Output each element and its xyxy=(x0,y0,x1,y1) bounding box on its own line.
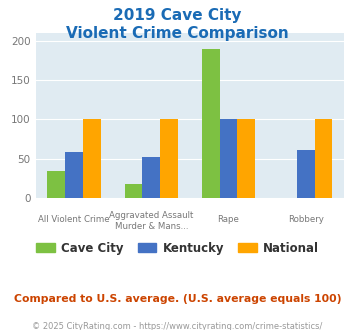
Legend: Cave City, Kentucky, National: Cave City, Kentucky, National xyxy=(32,237,323,259)
Text: Robbery: Robbery xyxy=(288,215,324,224)
Text: Rape: Rape xyxy=(218,215,240,224)
Text: Murder & Mans...: Murder & Mans... xyxy=(115,221,188,231)
Bar xyxy=(237,119,255,198)
Text: Violent Crime Comparison: Violent Crime Comparison xyxy=(66,26,289,41)
Bar xyxy=(297,150,315,198)
Bar xyxy=(65,152,83,198)
Text: 2019 Cave City: 2019 Cave City xyxy=(113,8,242,23)
Bar xyxy=(142,157,160,198)
Bar xyxy=(220,119,237,198)
Text: Compared to U.S. average. (U.S. average equals 100): Compared to U.S. average. (U.S. average … xyxy=(14,294,341,304)
Bar xyxy=(125,184,142,198)
Bar xyxy=(202,49,220,198)
Bar xyxy=(315,119,332,198)
Text: © 2025 CityRating.com - https://www.cityrating.com/crime-statistics/: © 2025 CityRating.com - https://www.city… xyxy=(32,322,323,330)
Text: Aggravated Assault: Aggravated Assault xyxy=(109,211,193,220)
Text: All Violent Crime: All Violent Crime xyxy=(38,215,110,224)
Bar xyxy=(160,119,178,198)
Bar xyxy=(83,119,101,198)
Bar xyxy=(48,171,65,198)
